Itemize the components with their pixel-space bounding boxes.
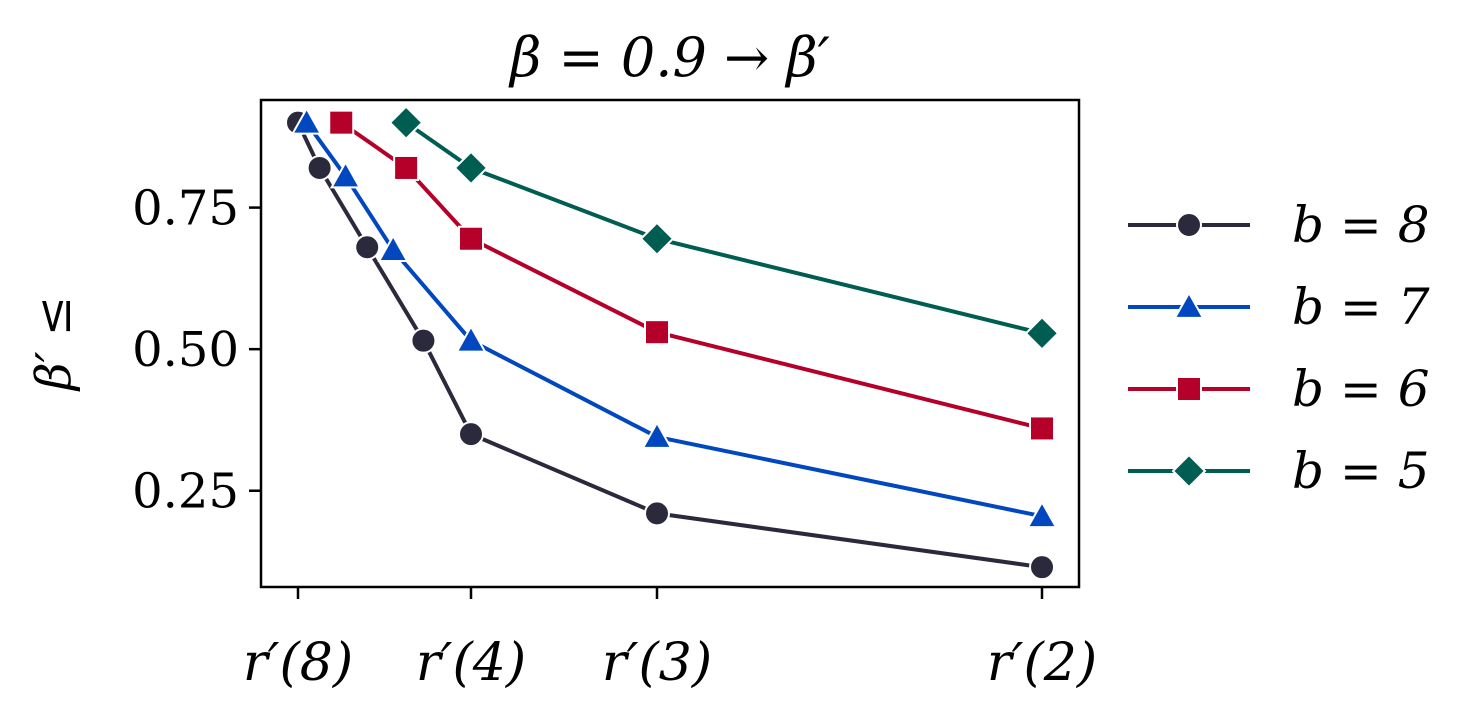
data-point <box>458 225 484 252</box>
x-tick-label: r′(8) <box>243 633 353 693</box>
series-layer <box>285 105 1060 581</box>
data-point <box>290 106 323 135</box>
data-point <box>455 324 487 353</box>
y-axis-label: β′ ≤ <box>26 296 82 392</box>
series <box>290 106 1058 529</box>
x-axis: r′(8) r′(4) r′(3) r′(2) <box>243 587 1097 693</box>
data-point <box>1173 290 1205 319</box>
legend-label: b = 7 <box>1292 278 1430 336</box>
series <box>285 109 1055 581</box>
legend-entry: b = 5 <box>1128 442 1430 500</box>
y-tick-label: 0.50 <box>132 322 239 378</box>
legend: b = 8 b = 7 b = 6 b = 5 <box>1128 196 1430 500</box>
data-point <box>354 234 381 261</box>
data-point <box>641 420 673 449</box>
legend-label: b = 6 <box>1292 360 1430 418</box>
data-point <box>306 154 333 181</box>
plot-area <box>259 98 1081 589</box>
data-point <box>1026 500 1058 529</box>
legend-label: b = 8 <box>1292 196 1430 254</box>
data-point <box>453 150 489 186</box>
data-point <box>1024 315 1060 351</box>
data-point <box>644 319 670 346</box>
chart-title: β = 0.9 → β′ <box>508 26 830 89</box>
series-line <box>305 121 1043 519</box>
data-point <box>388 105 424 141</box>
y-tick-label: 0.25 <box>132 464 239 520</box>
legend-entry: b = 6 <box>1128 360 1430 418</box>
legend-entry: b = 7 <box>1128 278 1430 336</box>
y-tick-label: 0.75 <box>132 181 239 237</box>
data-point <box>639 221 675 257</box>
data-point <box>410 327 437 354</box>
series <box>388 105 1060 351</box>
data-point <box>393 154 420 181</box>
data-point <box>1176 212 1202 238</box>
y-axis: 0.25 0.50 0.75 <box>132 181 261 520</box>
data-point <box>1171 453 1207 489</box>
data-point <box>1029 415 1055 442</box>
data-point <box>1029 554 1055 581</box>
x-tick-label: r′(4) <box>416 633 526 693</box>
legend-label: b = 5 <box>1292 442 1430 500</box>
series-line <box>404 121 1043 336</box>
data-point <box>377 234 409 262</box>
data-point <box>1176 376 1202 402</box>
data-point <box>329 160 362 189</box>
x-tick-label: r′(3) <box>602 633 712 693</box>
legend-entry: b = 8 <box>1128 196 1430 254</box>
data-point <box>458 421 484 448</box>
series <box>328 109 1055 442</box>
data-point <box>328 109 355 136</box>
data-point <box>644 500 670 527</box>
x-tick-label: r′(2) <box>987 633 1097 693</box>
